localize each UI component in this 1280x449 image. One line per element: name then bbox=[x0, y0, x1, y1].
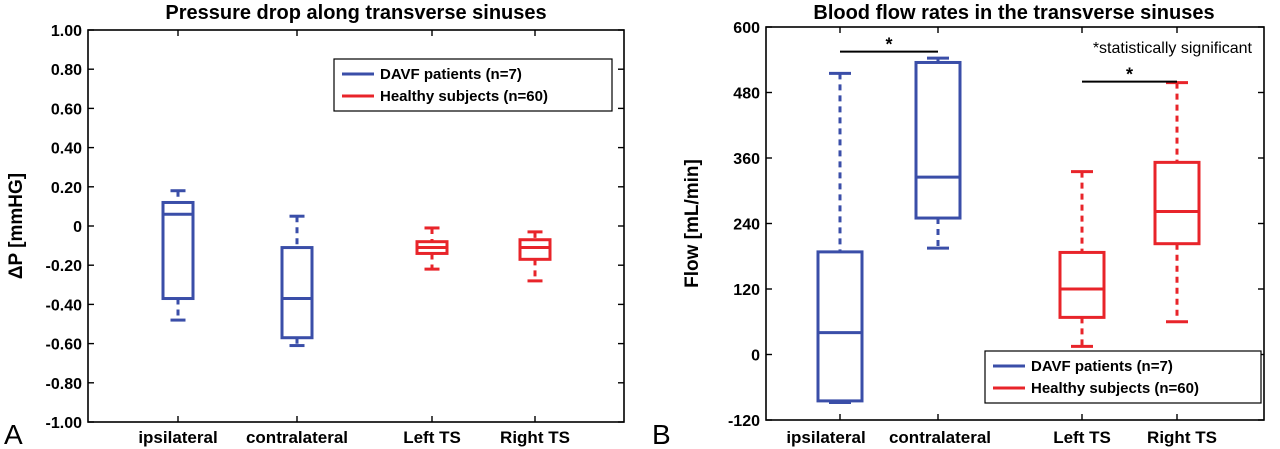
y-tick-label: -0.60 bbox=[46, 337, 83, 354]
significance-note: *statistically significant bbox=[1093, 40, 1253, 57]
significance-star: * bbox=[885, 35, 892, 55]
legend-entry: DAVF patients (n=7) bbox=[1031, 358, 1173, 375]
box-right-ts bbox=[518, 230, 552, 283]
y-tick-label: 1.00 bbox=[51, 23, 82, 40]
y-tick-label: -0.80 bbox=[46, 376, 83, 393]
y-tick-label: 240 bbox=[733, 217, 760, 234]
box-ipsilateral bbox=[161, 189, 195, 322]
chart-panel-a: Pressure drop along transverse sinuses A -… bbox=[4, 2, 625, 449]
box-contralateral bbox=[914, 56, 962, 250]
y-axis-label: Flow [mL/min] bbox=[682, 159, 703, 288]
box-right-ts bbox=[1153, 81, 1201, 324]
category-label: Left TS bbox=[403, 428, 461, 447]
chart-title: Pressure drop along transverse sinuses bbox=[165, 2, 546, 24]
iqr-box bbox=[1153, 160, 1201, 246]
y-tick-label: 0 bbox=[73, 219, 82, 236]
iqr-box bbox=[280, 246, 314, 340]
iqr-box bbox=[914, 60, 962, 220]
legend: DAVF patients (n=7) Healthy subjects (n=6… bbox=[984, 350, 1262, 404]
box-left-ts bbox=[415, 226, 449, 271]
chart-title: Blood flow rates in the transverse sinus… bbox=[813, 2, 1214, 24]
y-tick-label: 600 bbox=[733, 20, 760, 37]
category-label: Left TS bbox=[1053, 428, 1111, 447]
iqr-box bbox=[518, 238, 552, 261]
y-tick-label: -0.40 bbox=[46, 297, 83, 314]
legend: DAVF patients (n=7) Healthy subjects (n=6… bbox=[333, 58, 613, 112]
legend-entry: DAVF patients (n=7) bbox=[380, 66, 522, 83]
y-tick-label: 0 bbox=[751, 348, 760, 365]
category-label: Right TS bbox=[500, 428, 570, 447]
y-tick-label: 360 bbox=[733, 151, 760, 168]
iqr-box bbox=[161, 200, 195, 301]
y-tick-label: 0.80 bbox=[51, 62, 82, 79]
y-tick-label: 0.60 bbox=[51, 101, 82, 118]
box-contralateral bbox=[280, 214, 314, 348]
panel-label: B bbox=[652, 419, 671, 449]
box-ipsilateral bbox=[816, 71, 864, 405]
iqr-box bbox=[816, 250, 864, 403]
y-tick-label: -1.00 bbox=[46, 415, 83, 432]
category-label: contralateral bbox=[889, 428, 991, 447]
y-tick-label: -0.20 bbox=[46, 258, 83, 275]
y-tick-label: -120 bbox=[728, 413, 760, 430]
category-label: contralateral bbox=[246, 428, 348, 447]
box-left-ts bbox=[1058, 170, 1106, 348]
legend-entry: Healthy subjects (n=60) bbox=[380, 88, 548, 105]
category-label: ipsilateral bbox=[138, 428, 217, 447]
panel-label: A bbox=[4, 419, 23, 449]
category-label: Right TS bbox=[1147, 428, 1217, 447]
legend-frame bbox=[984, 350, 1262, 404]
significance-star: * bbox=[1126, 65, 1133, 85]
y-tick-label: 480 bbox=[733, 86, 760, 103]
legend-frame bbox=[333, 58, 613, 112]
legend-entry: Healthy subjects (n=60) bbox=[1031, 380, 1199, 397]
category-label: ipsilateral bbox=[786, 428, 865, 447]
y-tick-label: 0.20 bbox=[51, 180, 82, 197]
chart-panel-b: Blood flow rates in the transverse sinus… bbox=[652, 2, 1265, 449]
iqr-box bbox=[1058, 250, 1106, 319]
y-tick-label: 120 bbox=[733, 282, 760, 299]
y-axis-label: ΔP [mmHG] bbox=[6, 173, 27, 279]
y-tick-label: 0.40 bbox=[51, 141, 82, 158]
